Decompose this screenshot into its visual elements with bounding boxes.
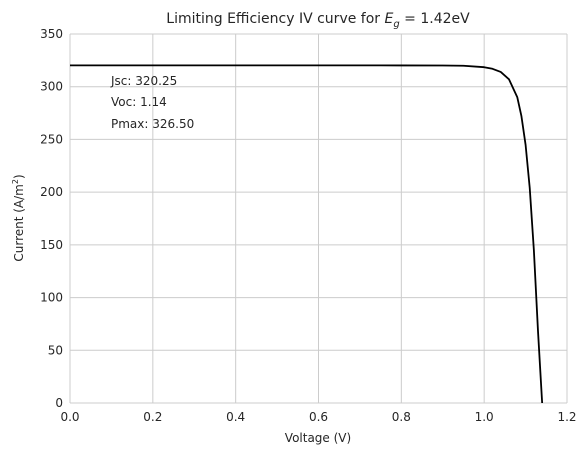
x-tick-label: 0.6 <box>309 410 328 424</box>
iv-series-line <box>70 64 544 404</box>
y-tick-label: 350 <box>40 27 63 41</box>
x-tick-label: 0.4 <box>226 410 245 424</box>
y-tick-label: 100 <box>40 291 63 305</box>
x-tick-label: 0.8 <box>392 410 411 424</box>
x-tick-label: 0.0 <box>60 410 79 424</box>
plot-area <box>70 64 544 404</box>
y-tick-label: 300 <box>40 80 63 94</box>
y-tick-label: 250 <box>40 132 63 146</box>
x-tick-label: 1.0 <box>475 410 494 424</box>
annotation-jsc: Jsc: 320.25 <box>110 74 177 88</box>
y-tick-label: 200 <box>40 185 63 199</box>
annotation-voc: Voc: 1.14 <box>111 95 167 109</box>
y-tick-label: 0 <box>55 396 63 410</box>
tick-labels: 0.0 0.2 0.4 0.6 0.8 1.0 1.2 0 50 100 150 200 250 300 3… <box>40 27 576 424</box>
annotation-pmax: Pmax: 326.50 <box>111 117 194 131</box>
y-axis-label: Current (A/m2) <box>11 174 26 261</box>
chart-title: Limiting Efficiency IV curve for Eg = 1.… <box>166 11 470 30</box>
y-tick-label: 50 <box>48 343 63 357</box>
x-axis-label: Voltage (V) <box>285 431 351 445</box>
y-tick-label: 150 <box>40 238 63 252</box>
x-tick-label: 0.2 <box>143 410 162 424</box>
x-tick-label: 1.2 <box>557 410 576 424</box>
grid <box>69 33 568 404</box>
